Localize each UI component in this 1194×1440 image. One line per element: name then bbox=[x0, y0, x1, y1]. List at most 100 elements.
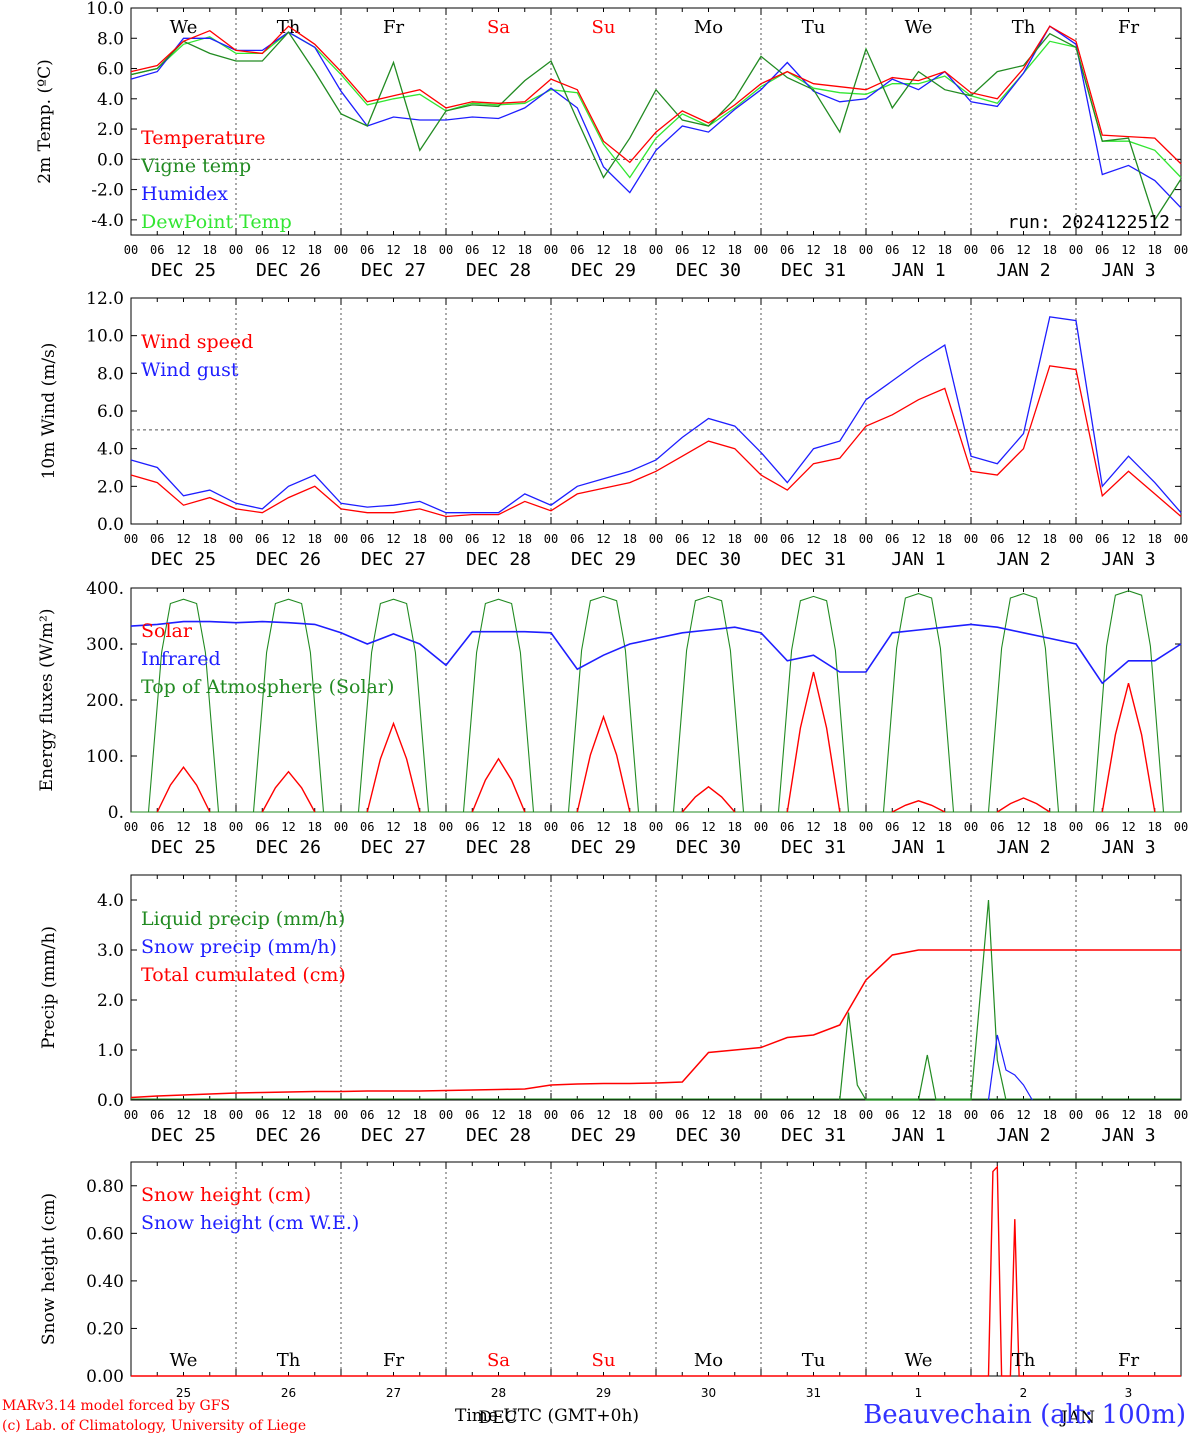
hour-label: 12 bbox=[701, 243, 715, 257]
hour-label: 00 bbox=[439, 243, 453, 257]
day-number-label: 2 bbox=[1020, 1386, 1028, 1400]
solar-curve bbox=[576, 714, 631, 813]
model-credit: MARv3.14 model forced by GFS bbox=[2, 1398, 231, 1414]
y-tick-label: 0.0 bbox=[97, 150, 124, 170]
hour-label: 06 bbox=[1095, 532, 1109, 546]
toa-solar-curve bbox=[1092, 590, 1165, 813]
hour-label: 18 bbox=[1148, 820, 1162, 834]
date-label: JAN 3 bbox=[1101, 260, 1155, 281]
hour-label: 12 bbox=[1016, 1108, 1030, 1122]
date-label: DEC 27 bbox=[361, 260, 426, 281]
weekday-label: We bbox=[170, 17, 198, 38]
y-tick-label: 0.80 bbox=[86, 1177, 124, 1197]
hour-label: 18 bbox=[623, 243, 637, 257]
date-label: JAN 2 bbox=[996, 549, 1050, 570]
date-label: JAN 3 bbox=[1101, 549, 1155, 570]
legend-entry: Vigne temp bbox=[140, 155, 251, 177]
date-label: DEC 29 bbox=[571, 260, 636, 281]
date-label: JAN 1 bbox=[891, 837, 945, 858]
hour-label: 18 bbox=[1043, 532, 1057, 546]
day-number-label: 27 bbox=[386, 1386, 401, 1400]
hour-label: 18 bbox=[413, 243, 427, 257]
series-line-blue bbox=[130, 316, 1182, 514]
hour-label: 00 bbox=[649, 1108, 663, 1122]
date-label: DEC 31 bbox=[781, 549, 846, 570]
hour-label: 12 bbox=[911, 820, 925, 834]
hour-label: 06 bbox=[675, 532, 689, 546]
hour-label: 00 bbox=[1069, 243, 1083, 257]
hour-label: 18 bbox=[413, 532, 427, 546]
hour-label: 06 bbox=[465, 532, 479, 546]
legend-entry: Snow precip (mm/h) bbox=[141, 936, 337, 958]
day-number-label: 28 bbox=[491, 1386, 506, 1400]
hour-label: 12 bbox=[281, 1108, 295, 1122]
hour-label: 06 bbox=[360, 532, 374, 546]
date-label: DEC 25 bbox=[151, 1125, 216, 1146]
hour-label: 06 bbox=[360, 820, 374, 834]
weekday-label: Sa bbox=[487, 17, 510, 38]
weekday-label: Fr bbox=[383, 17, 404, 38]
hour-label: 00 bbox=[334, 243, 348, 257]
hour-label: 12 bbox=[596, 532, 610, 546]
hour-label: 12 bbox=[491, 532, 505, 546]
legend-entry: Temperature bbox=[141, 127, 265, 149]
y-tick-label: 10.0 bbox=[86, 327, 124, 347]
y-tick-label: 8.0 bbox=[97, 29, 124, 49]
day-number-label: 26 bbox=[281, 1386, 296, 1400]
hour-label: 12 bbox=[281, 820, 295, 834]
hour-label: 00 bbox=[124, 243, 138, 257]
series-line-red bbox=[130, 365, 1182, 518]
hour-label: 00 bbox=[1174, 1108, 1188, 1122]
y-tick-label: 2.0 bbox=[97, 991, 124, 1011]
hour-label: 12 bbox=[701, 532, 715, 546]
day-number-label: 3 bbox=[1125, 1386, 1133, 1400]
hour-label: 00 bbox=[124, 1108, 138, 1122]
hour-label: 06 bbox=[885, 1108, 899, 1122]
toa-solar-curve bbox=[672, 595, 745, 813]
date-label: DEC 28 bbox=[466, 260, 531, 281]
hour-label: 18 bbox=[623, 820, 637, 834]
hour-label: 00 bbox=[544, 820, 558, 834]
hour-label: 12 bbox=[806, 532, 820, 546]
hour-label: 18 bbox=[623, 1108, 637, 1122]
hour-label: 18 bbox=[203, 1108, 217, 1122]
y-tick-label: 6.0 bbox=[97, 60, 124, 80]
legend-entry: Humidex bbox=[141, 183, 228, 205]
hour-label: 06 bbox=[465, 1108, 479, 1122]
hour-label: 18 bbox=[938, 1108, 952, 1122]
date-label: JAN 1 bbox=[891, 260, 945, 281]
hour-label: 00 bbox=[544, 243, 558, 257]
hour-label: 00 bbox=[649, 532, 663, 546]
toa-solar-curve bbox=[252, 598, 325, 813]
hour-label: 06 bbox=[675, 1108, 689, 1122]
hour-label: 12 bbox=[596, 820, 610, 834]
hour-label: 06 bbox=[570, 243, 584, 257]
hour-label: 00 bbox=[1174, 820, 1188, 834]
hour-label: 18 bbox=[308, 1108, 322, 1122]
y-tick-label: 8.0 bbox=[97, 364, 124, 384]
date-label: DEC 30 bbox=[676, 549, 741, 570]
y-tick-label: 0.40 bbox=[86, 1272, 124, 1292]
hour-label: 12 bbox=[1121, 532, 1135, 546]
legend-entry: Total cumulated (cm) bbox=[141, 964, 346, 986]
hour-label: 00 bbox=[1174, 532, 1188, 546]
hour-label: 00 bbox=[124, 532, 138, 546]
hour-label: 06 bbox=[1095, 1108, 1109, 1122]
hour-label: 12 bbox=[1016, 532, 1030, 546]
date-label: DEC 25 bbox=[151, 260, 216, 281]
hour-label: 12 bbox=[1121, 820, 1135, 834]
y-axis-title: 2m Temp. (ºC) bbox=[35, 59, 55, 184]
date-label: DEC 30 bbox=[676, 1125, 741, 1146]
hour-label: 12 bbox=[911, 1108, 925, 1122]
hour-label: 12 bbox=[806, 1108, 820, 1122]
hour-label: 00 bbox=[754, 532, 768, 546]
hour-label: 06 bbox=[360, 243, 374, 257]
y-tick-label: 1.0 bbox=[97, 1041, 124, 1061]
hour-label: 06 bbox=[150, 1108, 164, 1122]
hour-label: 12 bbox=[491, 1108, 505, 1122]
legend-entry: DewPoint Temp bbox=[141, 211, 292, 233]
hour-label: 06 bbox=[465, 243, 479, 257]
weekday-label: We bbox=[905, 1350, 933, 1371]
hour-label: 06 bbox=[780, 1108, 794, 1122]
weekday-label: Mo bbox=[694, 17, 723, 38]
